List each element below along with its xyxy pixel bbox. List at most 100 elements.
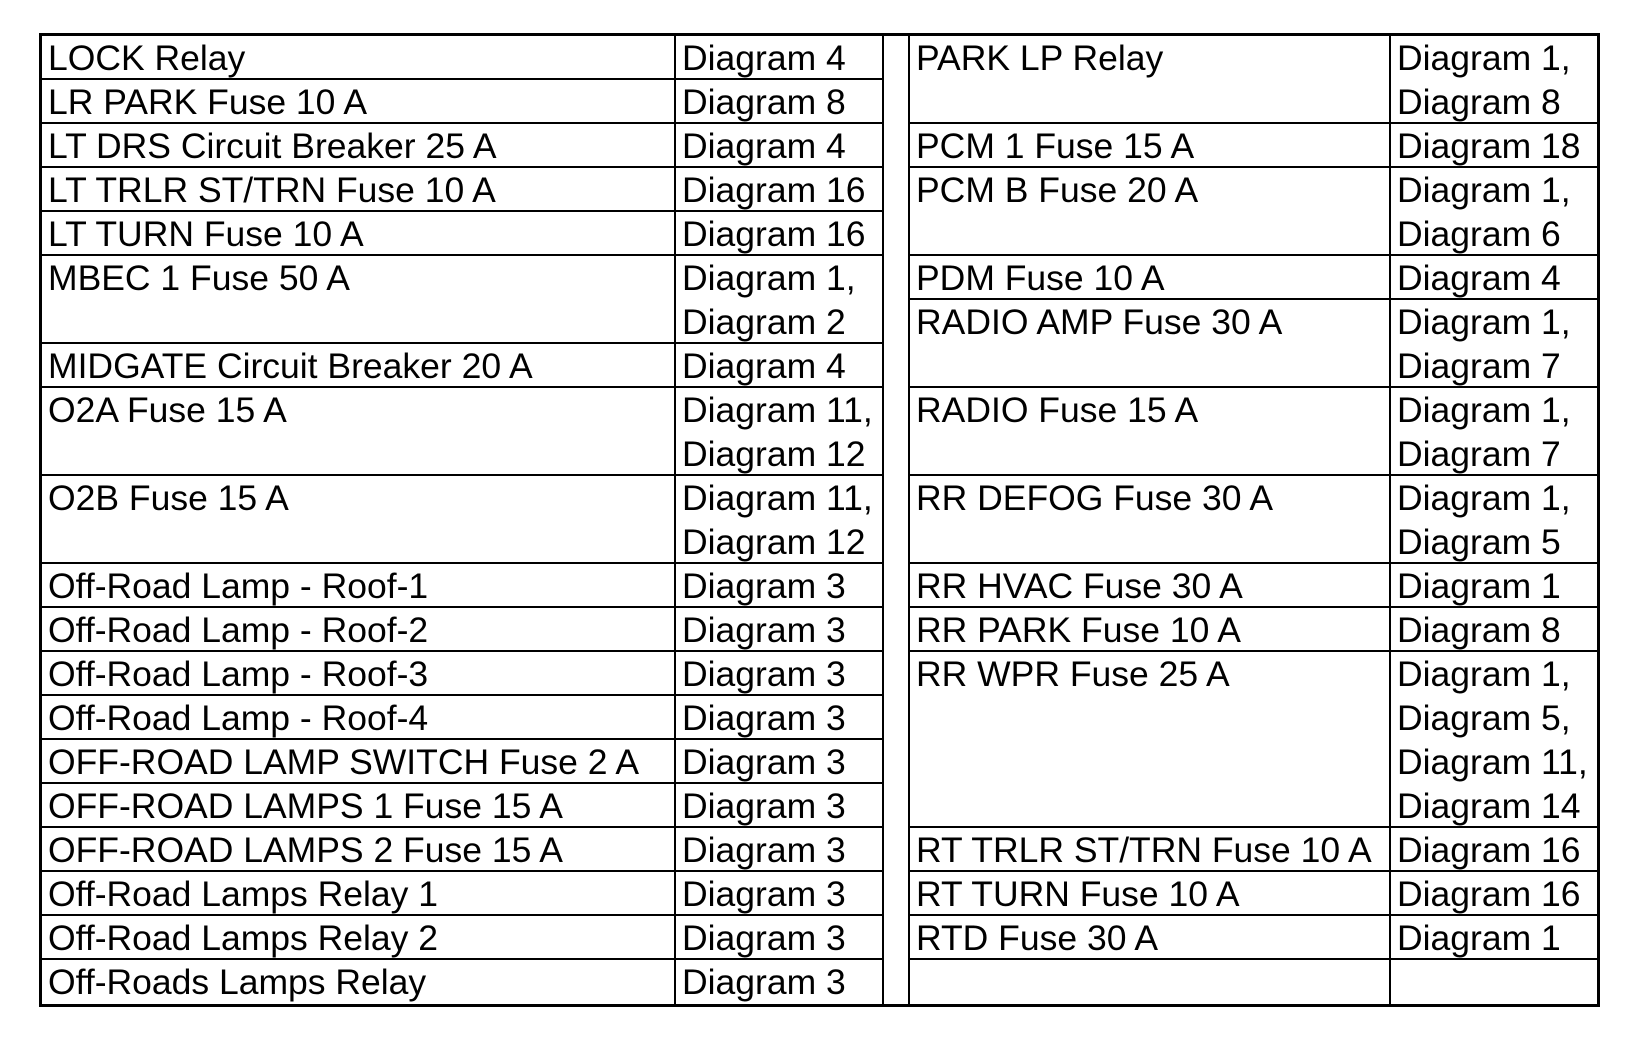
diagram-reference-cell: Diagram 1, Diagram 6 (1391, 168, 1597, 254)
component-name-cell: PCM 1 Fuse 15 A (910, 124, 1391, 166)
diagram-reference-cell: Diagram 3 (676, 828, 884, 870)
table-row: Off-Road Lamp - Roof-1 Diagram 3 (42, 564, 884, 608)
component-name: RR DEFOG Fuse 30 A (916, 478, 1274, 518)
diagram-reference: Diagram 7 (1397, 346, 1561, 386)
index-table-right: PARK LP Relay Diagram 1, Diagram 8 PCM 1 Fu… (910, 36, 1597, 1004)
table-row: MBEC 1 Fuse 50 A Diagram 1, Diagram 2 (42, 256, 884, 344)
component-name-cell: LT DRS Circuit Breaker 25 A (42, 124, 676, 166)
table-row: RR DEFOG Fuse 30 A Diagram 1, Diagram 5 (910, 476, 1597, 564)
diagram-reference-cell: Diagram 3 (676, 696, 884, 738)
table-row: OFF-ROAD LAMPS 1 Fuse 15 A Diagram 3 (42, 784, 884, 828)
diagram-reference-cell: Diagram 1, Diagram 8 (1391, 36, 1597, 122)
diagram-reference: Diagram 4 (682, 346, 846, 386)
component-name-cell: OFF-ROAD LAMP SWITCH Fuse 2 A (42, 740, 676, 782)
diagram-reference: Diagram 16 (1397, 874, 1581, 914)
diagram-reference: Diagram 1, (1397, 390, 1571, 430)
component-name-cell: PCM B Fuse 20 A (910, 168, 1391, 254)
table-row: OFF-ROAD LAMP SWITCH Fuse 2 A Diagram 3 (42, 740, 884, 784)
diagram-reference: Diagram 1, (1397, 478, 1571, 518)
diagram-reference: Diagram 8 (682, 82, 846, 122)
diagram-reference-cell: Diagram 3 (676, 784, 884, 826)
component-name-cell: RT TRLR ST/TRN Fuse 10 A (910, 828, 1391, 870)
component-name-cell: LT TRLR ST/TRN Fuse 10 A (42, 168, 676, 210)
diagram-reference: Diagram 16 (682, 170, 866, 210)
table-separator-column (884, 36, 910, 1004)
component-name-cell: PARK LP Relay (910, 36, 1391, 122)
table-row: LT TURN Fuse 10 A Diagram 16 (42, 212, 884, 256)
component-name: LT DRS Circuit Breaker 25 A (48, 126, 497, 166)
diagram-reference-cell: Diagram 4 (676, 36, 884, 78)
table-row: RR PARK Fuse 10 A Diagram 8 (910, 608, 1597, 652)
diagram-reference-cell: Diagram 3 (676, 564, 884, 606)
table-row: RADIO Fuse 15 A Diagram 1, Diagram 7 (910, 388, 1597, 476)
component-name: RTD Fuse 30 A (916, 918, 1159, 958)
component-name: PCM B Fuse 20 A (916, 170, 1199, 210)
diagram-reference-cell: Diagram 4 (676, 124, 884, 166)
component-name-cell: Off-Road Lamps Relay 1 (42, 872, 676, 914)
diagram-reference: Diagram 3 (682, 962, 846, 1002)
diagram-reference: Diagram 11, (682, 478, 873, 518)
diagram-reference-cell: Diagram 8 (1391, 608, 1597, 650)
component-name: MBEC 1 Fuse 50 A (48, 258, 350, 298)
component-name-cell: OFF-ROAD LAMPS 2 Fuse 15 A (42, 828, 676, 870)
component-name-cell: RR DEFOG Fuse 30 A (910, 476, 1391, 562)
component-name: RR WPR Fuse 25 A (916, 654, 1230, 694)
table-row: RR HVAC Fuse 30 A Diagram 1 (910, 564, 1597, 608)
diagram-reference: Diagram 1, (682, 258, 856, 298)
diagram-reference-cell: Diagram 1, Diagram 5, Diagram 11, Diagram 1… (1391, 652, 1597, 826)
table-row: LOCK Relay Diagram 4 (42, 36, 884, 80)
diagram-reference: Diagram 8 (1397, 82, 1561, 122)
table-row: PARK LP Relay Diagram 1, Diagram 8 (910, 36, 1597, 124)
component-name-cell: Off-Road Lamp - Roof-3 (42, 652, 676, 694)
diagram-reference: Diagram 16 (1397, 830, 1581, 870)
table-row: Off-Road Lamp - Roof-3 Diagram 3 (42, 652, 884, 696)
diagram-reference: Diagram 2 (682, 302, 846, 342)
table-row (910, 960, 1597, 1004)
diagram-reference: Diagram 1, (1397, 654, 1571, 694)
diagram-reference-cell: Diagram 1, Diagram 5 (1391, 476, 1597, 562)
component-name-cell: O2B Fuse 15 A (42, 476, 676, 562)
component-name: Off-Roads Lamps Relay (48, 962, 427, 1002)
component-name: Off-Road Lamp - Roof-4 (48, 698, 429, 738)
diagram-reference-cell: Diagram 1, Diagram 7 (1391, 300, 1597, 386)
diagram-reference: Diagram 3 (682, 610, 846, 650)
index-table-left: LOCK Relay Diagram 4 LR PARK Fuse 10 A Diag… (42, 36, 884, 1004)
diagram-reference-cell: Diagram 3 (676, 960, 884, 1004)
table-row: LT TRLR ST/TRN Fuse 10 A Diagram 16 (42, 168, 884, 212)
component-name: O2B Fuse 15 A (48, 478, 289, 518)
component-name: LT TURN Fuse 10 A (48, 214, 364, 254)
component-name-cell: RT TURN Fuse 10 A (910, 872, 1391, 914)
table-row: OFF-ROAD LAMPS 2 Fuse 15 A Diagram 3 (42, 828, 884, 872)
diagram-reference: Diagram 3 (682, 698, 846, 738)
component-name: O2A Fuse 15 A (48, 390, 287, 430)
diagram-reference: Diagram 3 (682, 654, 846, 694)
diagram-reference-cell: Diagram 16 (1391, 872, 1597, 914)
diagram-reference: Diagram 7 (1397, 434, 1561, 474)
table-row: PCM 1 Fuse 15 A Diagram 18 (910, 124, 1597, 168)
diagram-reference: Diagram 1, (1397, 170, 1571, 210)
component-name: RT TURN Fuse 10 A (916, 874, 1240, 914)
diagram-reference-cell: Diagram 3 (676, 608, 884, 650)
diagram-reference: Diagram 5, (1397, 698, 1571, 738)
component-name: Off-Road Lamp - Roof-2 (48, 610, 429, 650)
component-name: Off-Road Lamp - Roof-3 (48, 654, 429, 694)
component-name-cell (910, 960, 1391, 1004)
component-name-cell: PDM Fuse 10 A (910, 256, 1391, 298)
diagram-index-table: LOCK Relay Diagram 4 LR PARK Fuse 10 A Diag… (39, 33, 1600, 1007)
diagram-reference: Diagram 12 (682, 522, 866, 562)
diagram-reference-cell: Diagram 16 (676, 168, 884, 210)
diagram-reference: Diagram 16 (682, 214, 866, 254)
diagram-reference: Diagram 3 (682, 566, 846, 606)
diagram-reference-cell: Diagram 16 (676, 212, 884, 254)
diagram-reference: Diagram 1, (1397, 38, 1571, 78)
table-row: LR PARK Fuse 10 A Diagram 8 (42, 80, 884, 124)
table-row: O2B Fuse 15 A Diagram 11, Diagram 12 (42, 476, 884, 564)
component-name: LT TRLR ST/TRN Fuse 10 A (48, 170, 496, 210)
component-name-cell: Off-Road Lamp - Roof-4 (42, 696, 676, 738)
diagram-reference: Diagram 6 (1397, 214, 1561, 254)
diagram-reference: Diagram 18 (1397, 126, 1581, 166)
table-row: RTD Fuse 30 A Diagram 1 (910, 916, 1597, 960)
component-name: RR PARK Fuse 10 A (916, 610, 1241, 650)
component-name-cell: MBEC 1 Fuse 50 A (42, 256, 676, 342)
